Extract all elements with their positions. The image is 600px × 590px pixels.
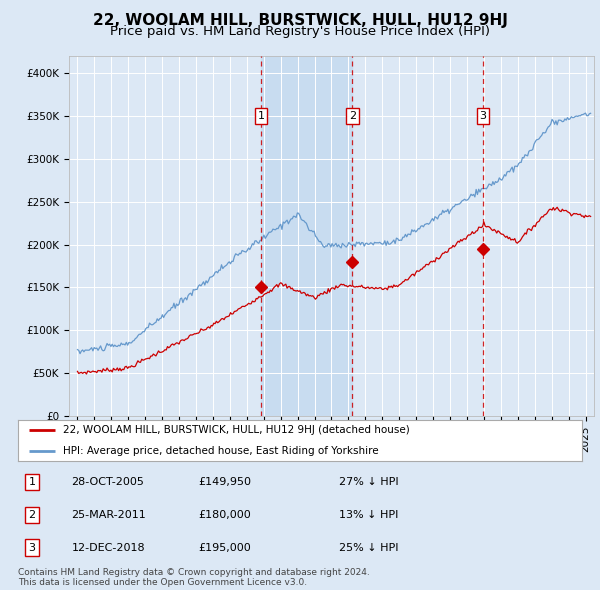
Text: 25-MAR-2011: 25-MAR-2011	[71, 510, 146, 520]
Text: £180,000: £180,000	[199, 510, 251, 520]
Text: 22, WOOLAM HILL, BURSTWICK, HULL, HU12 9HJ: 22, WOOLAM HILL, BURSTWICK, HULL, HU12 9…	[92, 13, 508, 28]
Text: 13% ↓ HPI: 13% ↓ HPI	[340, 510, 399, 520]
Text: £195,000: £195,000	[199, 543, 251, 553]
Text: 3: 3	[29, 543, 35, 553]
Text: £149,950: £149,950	[199, 477, 251, 487]
Text: 28-OCT-2005: 28-OCT-2005	[71, 477, 145, 487]
Text: 25% ↓ HPI: 25% ↓ HPI	[340, 543, 399, 553]
Text: 1: 1	[257, 111, 265, 121]
Text: 2: 2	[29, 510, 35, 520]
Bar	[261, 56, 352, 416]
Text: Contains HM Land Registry data © Crown copyright and database right 2024.
This d: Contains HM Land Registry data © Crown c…	[18, 568, 370, 587]
Text: Price paid vs. HM Land Registry's House Price Index (HPI): Price paid vs. HM Land Registry's House …	[110, 25, 490, 38]
Text: 2: 2	[349, 111, 356, 121]
Text: 22, WOOLAM HILL, BURSTWICK, HULL, HU12 9HJ (detached house): 22, WOOLAM HILL, BURSTWICK, HULL, HU12 9…	[63, 425, 410, 435]
Text: 3: 3	[479, 111, 487, 121]
Text: 27% ↓ HPI: 27% ↓ HPI	[340, 477, 399, 487]
Text: HPI: Average price, detached house, East Riding of Yorkshire: HPI: Average price, detached house, East…	[63, 446, 379, 456]
Text: 1: 1	[29, 477, 35, 487]
Text: 12-DEC-2018: 12-DEC-2018	[71, 543, 145, 553]
